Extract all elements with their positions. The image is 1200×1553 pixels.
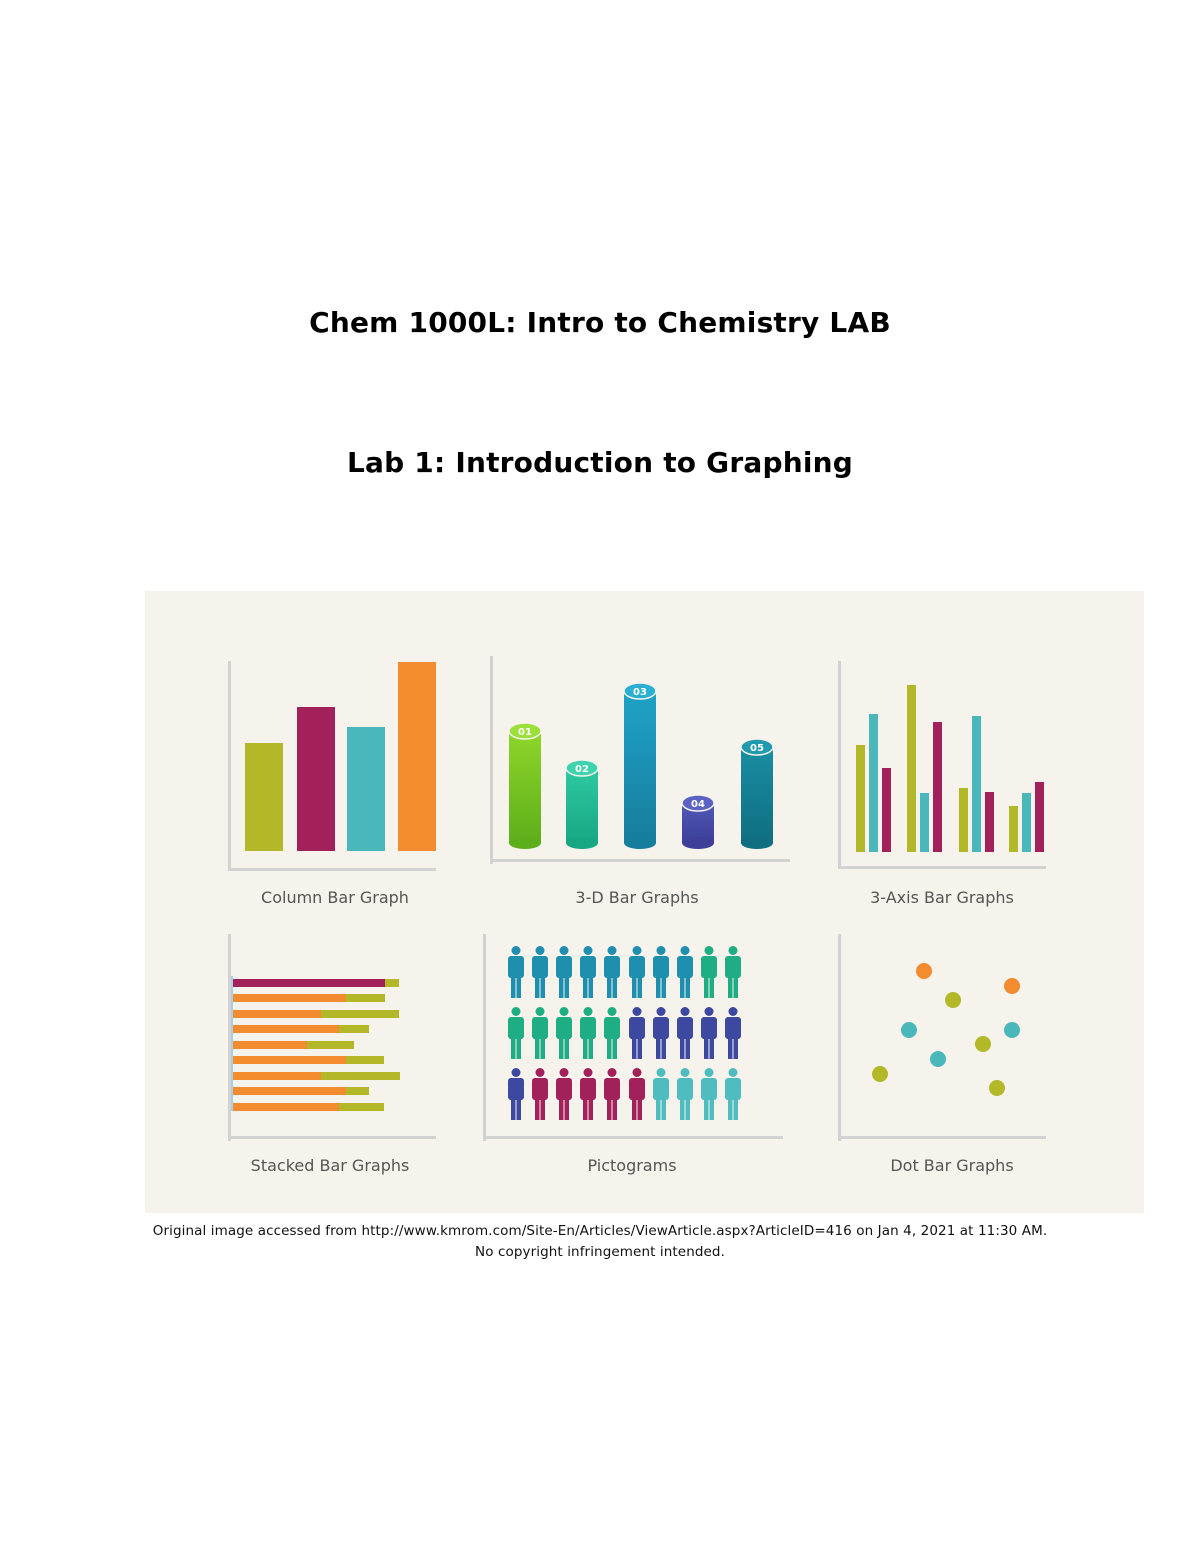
dot-bar-graphs-icon	[838, 934, 1046, 1141]
graph-types-figure: Column Bar Graph 01 02	[145, 591, 1144, 1213]
3-axis-bar-graphs-panel: 3-Axis Bar Graphs	[837, 656, 1057, 916]
image-source-caption: Original image accessed from http://www.…	[152, 1223, 1048, 1260]
dot-bar-graphs-panel: Dot Bar Graphs	[837, 931, 1057, 1191]
lab-title: Lab 1: Introduction to Graphing	[346, 446, 854, 479]
3d-bar-graphs-label: 3-D Bar Graphs	[575, 888, 699, 907]
3d-bar-graphs-panel: 01 02 03 04 05 3-D Bar Graphs	[487, 651, 807, 916]
svg-text:02: 02	[575, 764, 589, 775]
stacked-bar-graphs-label: Stacked Bar Graphs	[250, 1156, 410, 1175]
svg-text:03: 03	[633, 687, 647, 698]
column-bar-graph-label: Column Bar Graph	[261, 888, 409, 907]
stacked-bar-graphs-icon	[228, 934, 436, 1141]
svg-text:04: 04	[691, 799, 705, 810]
dot-bar-graphs-label: Dot Bar Graphs	[890, 1156, 1014, 1175]
bar-label-01: 01	[518, 727, 532, 738]
3d-bar-graphs-icon: 01 02 03 04 05	[490, 656, 790, 864]
pictograms-icon	[483, 934, 783, 1141]
3-axis-bar-graphs-label: 3-Axis Bar Graphs	[870, 888, 1014, 907]
svg-text:05: 05	[750, 743, 764, 754]
stacked-bar-graphs-panel: Stacked Bar Graphs	[225, 931, 445, 1191]
column-bar-graph-panel: Column Bar Graph	[225, 656, 445, 916]
course-title: Chem 1000L: Intro to Chemistry LAB	[309, 306, 891, 339]
pictograms-panel: Pictograms	[482, 931, 792, 1191]
column-bar-graph-icon	[228, 661, 436, 871]
pictograms-label: Pictograms	[587, 1156, 677, 1175]
3-axis-bar-graphs-icon	[838, 661, 1046, 869]
